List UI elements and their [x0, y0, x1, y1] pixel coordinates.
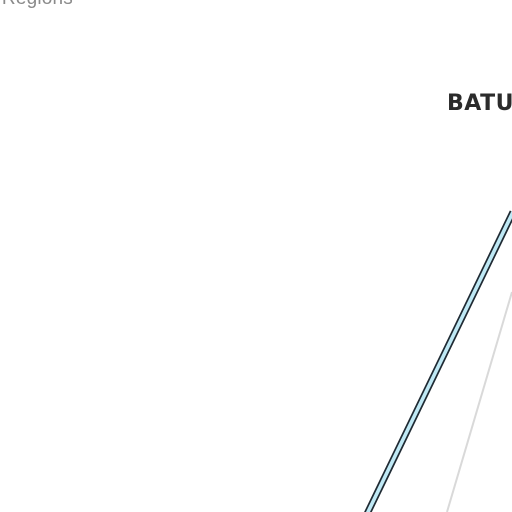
route-fill [365, 211, 512, 512]
road-line [446, 291, 512, 512]
city-label-batu[interactable]: BATU [447, 91, 512, 116]
region-label: l Regions [0, 0, 73, 10]
